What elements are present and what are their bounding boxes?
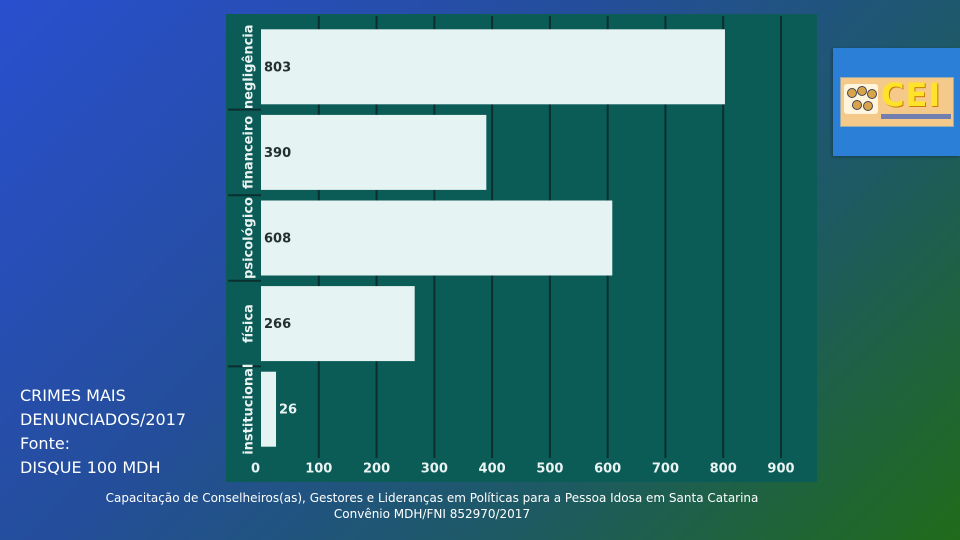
x-tick-label: 600 <box>594 462 621 477</box>
category-label: psicológico <box>242 197 257 279</box>
people-icon <box>844 84 878 114</box>
bar-3 <box>261 286 415 362</box>
category-label: física <box>242 304 257 343</box>
bar-chart: negligência 803 financeiro 390 psicológico 60… <box>226 14 817 482</box>
bar-4 <box>261 371 277 447</box>
x-tick-label: 700 <box>652 462 679 477</box>
x-tick-label: 0 <box>251 462 260 477</box>
caption-line-4: DISQUE 100 MDH <box>20 458 161 477</box>
x-tick-label: 400 <box>479 462 506 477</box>
category-label: institucional <box>242 364 257 455</box>
x-tick-label: 200 <box>363 462 390 477</box>
x-tick-label: 300 <box>421 462 448 477</box>
footer-course-title: Capacitação de Conselheiros(as), Gestore… <box>105 491 759 505</box>
category-label: financeiro <box>242 116 257 189</box>
logo-text: CEI <box>881 76 942 114</box>
bar-1 <box>261 114 487 190</box>
cei-logo-panel: CEI <box>833 48 960 156</box>
x-tick-label: 800 <box>710 462 737 477</box>
value-label: 26 <box>279 403 297 418</box>
x-tick-label: 900 <box>767 462 794 477</box>
value-label: 803 <box>264 60 291 75</box>
caption-line-1: CRIMES MAIS <box>20 386 126 405</box>
bar-0 <box>261 29 725 105</box>
category-label: negligência <box>242 24 257 109</box>
value-label: 266 <box>264 317 291 332</box>
caption-line-3: Fonte: <box>20 434 71 453</box>
x-tick-label: 500 <box>536 462 563 477</box>
bar-2 <box>261 200 613 276</box>
chart-caption: CRIMES MAIS DENUNCIADOS/2017 Fonte: DISQ… <box>20 384 220 480</box>
bar-chart-svg: negligência 803 financeiro 390 psicológico 60… <box>226 14 817 482</box>
footer-agreement: Convênio MDH/FNI 852970/2017 <box>333 507 531 521</box>
logo-subtitle-band <box>881 114 951 119</box>
x-tick-label: 100 <box>305 462 332 477</box>
cei-logo: CEI <box>840 76 954 127</box>
value-label: 390 <box>264 146 291 161</box>
caption-line-2: DENUNCIADOS/2017 <box>20 410 187 429</box>
value-label: 608 <box>264 232 291 247</box>
